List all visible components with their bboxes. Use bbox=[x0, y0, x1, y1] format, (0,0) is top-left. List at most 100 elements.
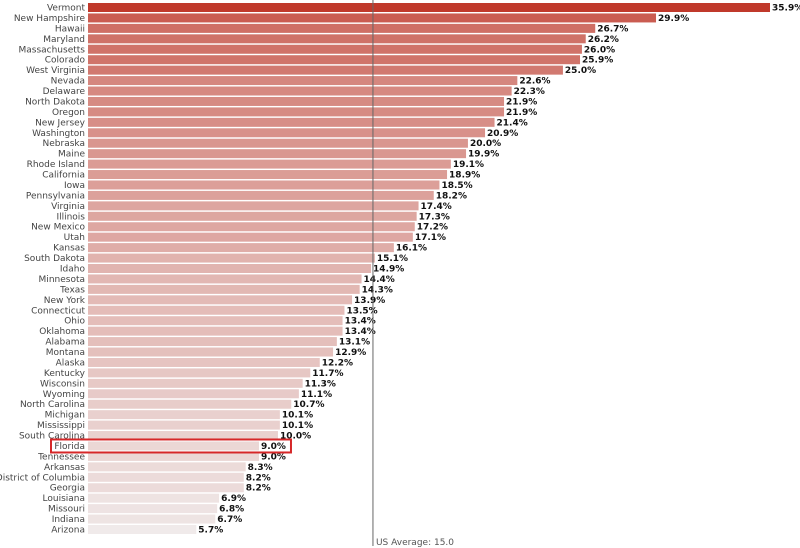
bar-kentucky bbox=[88, 368, 311, 378]
value-label-arizona: 5.7% bbox=[198, 526, 223, 536]
category-label-utah: Utah bbox=[64, 233, 85, 243]
category-label-maryland: Maryland bbox=[43, 35, 85, 45]
category-label-ohio: Ohio bbox=[64, 317, 85, 327]
value-label-texas: 14.3% bbox=[362, 285, 393, 295]
bar-arkansas bbox=[88, 462, 246, 472]
category-label-alabama: Alabama bbox=[45, 338, 85, 348]
value-label-west-virginia: 25.0% bbox=[565, 66, 596, 76]
category-label-hawaii: Hawaii bbox=[55, 24, 85, 34]
bar-west-virginia bbox=[88, 65, 563, 75]
category-label-tennessee: Tennessee bbox=[37, 452, 85, 462]
value-label-oregon: 21.9% bbox=[506, 108, 537, 118]
category-label-new-york: New York bbox=[44, 296, 86, 306]
bar-colorado bbox=[88, 55, 581, 65]
bar-california bbox=[88, 170, 448, 180]
value-label-tennessee: 9.0% bbox=[261, 452, 286, 462]
category-label-mississippi: Mississippi bbox=[37, 421, 85, 431]
category-label-california: California bbox=[42, 171, 85, 181]
bar-georgia bbox=[88, 483, 244, 493]
category-label-arkansas: Arkansas bbox=[44, 463, 85, 473]
value-label-minnesota: 14.4% bbox=[364, 275, 395, 285]
category-label-connecticut: Connecticut bbox=[31, 306, 85, 316]
bar-montana bbox=[88, 347, 334, 357]
category-label-rhode-island: Rhode Island bbox=[27, 160, 85, 170]
value-label-alaska: 12.2% bbox=[322, 358, 353, 368]
bar-maryland bbox=[88, 34, 586, 44]
bar-nevada bbox=[88, 76, 518, 86]
category-label-michigan: Michigan bbox=[45, 411, 85, 421]
value-label-district-of-columbia: 8.2% bbox=[246, 473, 271, 483]
category-label-south-carolina: South Carolina bbox=[19, 432, 85, 442]
category-label-georgia: Georgia bbox=[50, 484, 85, 494]
bar-nebraska bbox=[88, 138, 468, 148]
value-label-south-dakota: 15.1% bbox=[377, 254, 408, 264]
category-label-colorado: Colorado bbox=[45, 56, 86, 66]
bar-new-hampshire bbox=[88, 13, 657, 23]
bar-alaska bbox=[88, 357, 320, 367]
category-label-illinois: Illinois bbox=[56, 212, 85, 222]
category-label-new-jersey: New Jersey bbox=[35, 118, 86, 128]
bar-south-dakota bbox=[88, 253, 375, 263]
category-label-oregon: Oregon bbox=[52, 108, 85, 118]
bar-illinois bbox=[88, 211, 417, 221]
value-label-oklahoma: 13.4% bbox=[345, 327, 376, 337]
category-label-arizona: Arizona bbox=[51, 526, 85, 536]
bar-ohio bbox=[88, 316, 343, 326]
value-label-utah: 17.1% bbox=[415, 233, 446, 243]
bar-oregon bbox=[88, 107, 505, 117]
bar-maine bbox=[88, 149, 467, 159]
bar-louisiana bbox=[88, 493, 220, 503]
bar-new-mexico bbox=[88, 222, 415, 232]
category-label-district-of-columbia: District of Columbia bbox=[0, 473, 85, 483]
value-label-connecticut: 13.5% bbox=[346, 306, 377, 316]
value-label-alabama: 13.1% bbox=[339, 338, 370, 348]
category-label-new-mexico: New Mexico bbox=[31, 223, 85, 233]
value-label-mississippi: 10.1% bbox=[282, 421, 313, 431]
bar-michigan bbox=[88, 410, 280, 420]
value-label-north-dakota: 21.9% bbox=[506, 97, 537, 107]
value-label-kansas: 16.1% bbox=[396, 244, 427, 254]
bar-indiana bbox=[88, 514, 216, 524]
bar-texas bbox=[88, 284, 360, 294]
value-label-wyoming: 11.1% bbox=[301, 390, 332, 400]
bar-missouri bbox=[88, 504, 218, 514]
bar-utah bbox=[88, 232, 413, 242]
value-label-pennsylvania: 18.2% bbox=[436, 191, 467, 201]
category-label-missouri: Missouri bbox=[48, 505, 85, 515]
value-label-idaho: 14.9% bbox=[373, 265, 404, 275]
category-label-north-dakota: North Dakota bbox=[25, 97, 85, 107]
value-label-nevada: 22.6% bbox=[519, 77, 550, 87]
category-label-indiana: Indiana bbox=[52, 515, 85, 525]
bar-arizona bbox=[88, 525, 197, 534]
category-label-oklahoma: Oklahoma bbox=[39, 327, 85, 337]
value-label-maine: 19.9% bbox=[468, 150, 499, 160]
value-label-california: 18.9% bbox=[449, 171, 480, 181]
value-label-illinois: 17.3% bbox=[419, 212, 450, 222]
category-label-massachusetts: Massachusetts bbox=[18, 45, 85, 55]
value-label-iowa: 18.5% bbox=[441, 181, 472, 191]
category-label-vermont: Vermont bbox=[47, 4, 86, 14]
category-label-new-hampshire: New Hampshire bbox=[14, 14, 86, 24]
value-label-hawaii: 26.7% bbox=[597, 24, 628, 34]
category-label-west-virginia: West Virginia bbox=[26, 66, 85, 76]
category-label-kentucky: Kentucky bbox=[44, 369, 86, 379]
bar-north-dakota bbox=[88, 96, 505, 106]
category-label-texas: Texas bbox=[59, 285, 85, 295]
bar-delaware bbox=[88, 86, 512, 96]
value-label-washington: 20.9% bbox=[487, 129, 518, 139]
value-label-georgia: 8.2% bbox=[246, 484, 271, 494]
bar-alabama bbox=[88, 337, 337, 347]
category-label-washington: Washington bbox=[32, 129, 85, 139]
bar-new-jersey bbox=[88, 117, 495, 127]
value-label-vermont: 35.9% bbox=[772, 4, 800, 14]
value-label-maryland: 26.2% bbox=[588, 35, 619, 45]
value-label-new-jersey: 21.4% bbox=[497, 118, 528, 128]
category-label-wyoming: Wyoming bbox=[43, 390, 85, 400]
category-label-kansas: Kansas bbox=[53, 244, 85, 254]
bar-new-york bbox=[88, 295, 353, 305]
value-label-new-hampshire: 29.9% bbox=[658, 14, 689, 24]
category-label-florida: Florida bbox=[54, 442, 85, 452]
value-label-south-carolina: 10.0% bbox=[280, 432, 311, 442]
value-label-montana: 12.9% bbox=[335, 348, 366, 358]
category-label-minnesota: Minnesota bbox=[39, 275, 85, 285]
